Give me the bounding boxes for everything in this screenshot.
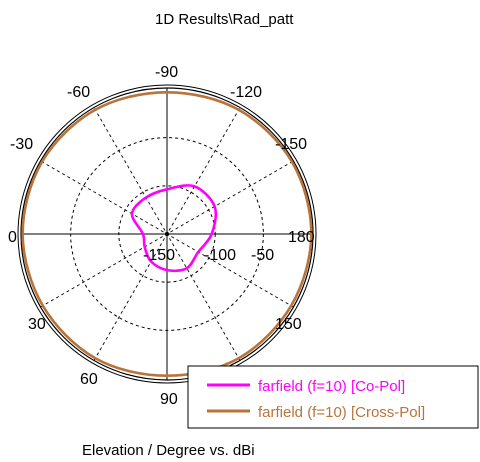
angle-tick-label: -150 <box>275 136 307 153</box>
legend-label-co-pol: farfield (f=10) [Co-Pol] <box>258 378 405 395</box>
legend-label-cross-pol: farfield (f=10) [Cross-Pol] <box>258 404 425 421</box>
legend: farfield (f=10) [Co-Pol] farfield (f=10)… <box>187 365 479 429</box>
angle-tick-label: 150 <box>275 316 302 333</box>
chart-title: 1D Results\Rad_patt <box>155 11 294 28</box>
legend-box <box>187 365 479 429</box>
angle-tick-labels: -90 -120 -150 180 150 120 90 60 30 0 -30… <box>8 64 315 408</box>
angle-tick-label: 30 <box>28 316 46 333</box>
x-axis-label: Elevation / Degree vs. dBi <box>82 442 255 459</box>
polar-grid <box>17 84 317 384</box>
radial-tick-labels: -150 -100 -50 <box>143 247 274 264</box>
angle-tick-label: -30 <box>10 136 33 153</box>
series-line-co-pol <box>130 184 218 273</box>
angle-tick-label: -60 <box>67 84 90 101</box>
angle-tick-label: 60 <box>80 371 98 388</box>
radial-tick-label: -50 <box>251 247 274 264</box>
series-layer <box>21 91 313 377</box>
angle-tick-label: -120 <box>230 84 262 101</box>
angle-tick-label: -90 <box>155 64 178 81</box>
angle-tick-label: 180 <box>288 229 315 246</box>
radial-tick-label: -100 <box>204 247 236 264</box>
angle-tick-label: 90 <box>160 391 178 408</box>
grid-outer-ring <box>17 84 317 384</box>
angle-tick-label: 0 <box>8 229 17 246</box>
radial-tick-label: -150 <box>143 247 175 264</box>
series-line-cross-pol <box>21 91 313 377</box>
grid-center <box>164 231 170 237</box>
